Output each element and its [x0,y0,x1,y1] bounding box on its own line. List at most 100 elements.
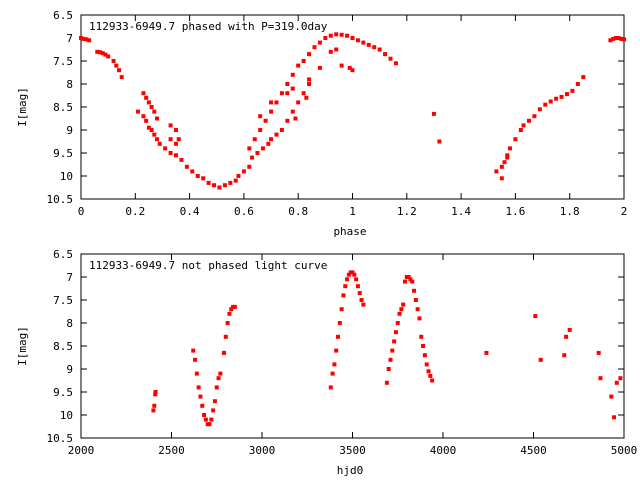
phased-data-point [100,51,105,56]
unphased-x-axis-label: hjd0 [337,464,364,477]
unphased-data-point [406,275,411,279]
unphased-x-tick-label: 2000 [68,444,95,457]
unphased-data-point [426,369,431,374]
phased-data-point [179,157,184,162]
phased-data-point [114,63,119,68]
phased-data-point [608,38,613,43]
phased-data-point [304,95,309,100]
phased-data-point [548,99,553,104]
phased-data-point [293,116,298,121]
phased-data-point [184,164,189,169]
unphased-data-point [336,334,341,339]
phased-data-point [622,37,626,42]
phased-data-point [575,82,580,86]
phased-data-point [347,65,352,70]
phased-data-point [307,52,312,57]
phased-plot-title: 112933-6949.7 phased with P=319.0day [89,20,328,33]
phased-data-point [136,109,141,114]
unphased-data-point [350,270,355,275]
phased-data-point [95,49,100,54]
unphased-y-tick-label: 9.5 [53,386,73,399]
unphased-x-tick-label: 4000 [430,444,457,457]
phased-data-point [190,169,195,174]
phased-data-point [285,91,290,96]
unphased-data-point [209,417,214,422]
unphased-data-point [355,284,360,289]
unphased-data-point [401,302,406,307]
unphased-data-point [191,348,196,353]
unphased-data-point [533,314,538,319]
phased-data-point [144,118,149,123]
unphased-data-point [562,353,567,358]
phased-data-point [505,155,510,160]
unphased-x-tick-label: 3500 [339,444,366,457]
unphased-data-point [417,316,422,321]
phased-data-point [339,63,344,68]
unphased-data-point [612,415,617,420]
phased-data-point [350,68,355,73]
phased-data-point [296,63,301,68]
phased-data-point [176,137,181,142]
unphased-data-point [424,362,429,367]
phased-y-tick-label: 10.5 [47,193,74,206]
phased-data-point [307,77,312,82]
phased-plot-frame [80,14,625,200]
phased-x-tick-label: 0.4 [180,205,200,218]
phased-data-point [355,38,360,43]
phased-data-point [290,72,295,77]
phased-data-point [250,155,255,160]
phased-data-point [141,91,146,96]
phased-data-point [619,36,624,41]
phased-data-point [152,132,157,137]
unphased-data-point [484,350,489,355]
unphased-data-point [399,307,404,312]
phased-data-point [141,114,146,119]
phased-data-point [260,146,265,151]
unphased-x-tick-label: 3000 [249,444,276,457]
unphased-data-point [198,394,203,399]
phased-data-point [393,61,398,66]
phased-x-tick-label: 0.6 [234,205,254,218]
unphased-data-point [384,380,389,385]
phased-data-point [285,118,290,123]
unphased-y-tick-label: 8 [66,317,73,330]
unphased-data-point [386,367,391,371]
unphased-data-point [218,371,223,376]
phased-data-point [543,102,548,107]
phased-data-point [117,68,122,73]
phased-y-tick-label: 9 [66,124,73,137]
phased-light-curve-panel: 112933-6949.7 phased with P=319.0day pha… [16,9,627,238]
phased-data-point [174,141,179,146]
unphased-data-point [567,327,572,332]
phased-x-tick-label: 1 [349,205,356,218]
phased-data-point [518,128,523,132]
unphased-data-point [354,277,359,282]
phased-data-point [328,33,333,38]
phased-data-point [217,185,222,190]
unphased-data-point [214,385,219,390]
unphased-data-point [207,422,212,427]
unphased-data-point [216,376,221,381]
unphased-data-point [395,321,400,325]
phased-data-point [269,137,274,142]
unphased-data-point [352,272,357,277]
phased-data-point [437,139,442,144]
phased-data-point [263,118,268,123]
unphased-data-point [328,385,333,390]
unphased-data-point [223,334,228,339]
phased-data-point [334,47,339,52]
phased-data-point [228,180,233,185]
unphased-y-axis-label: I[mag] [16,326,29,366]
unphased-data-point [413,298,418,302]
unphased-data-point [194,371,199,376]
phased-data-points [79,32,626,190]
phased-data-point [87,38,92,43]
phased-data-point [345,33,350,38]
phased-data-point [307,82,312,86]
phased-data-point [554,96,559,101]
unphased-y-tick-label: 8.5 [53,340,73,353]
unphased-data-point [151,408,156,413]
phased-data-point [98,50,103,55]
unphased-data-point [596,350,601,355]
